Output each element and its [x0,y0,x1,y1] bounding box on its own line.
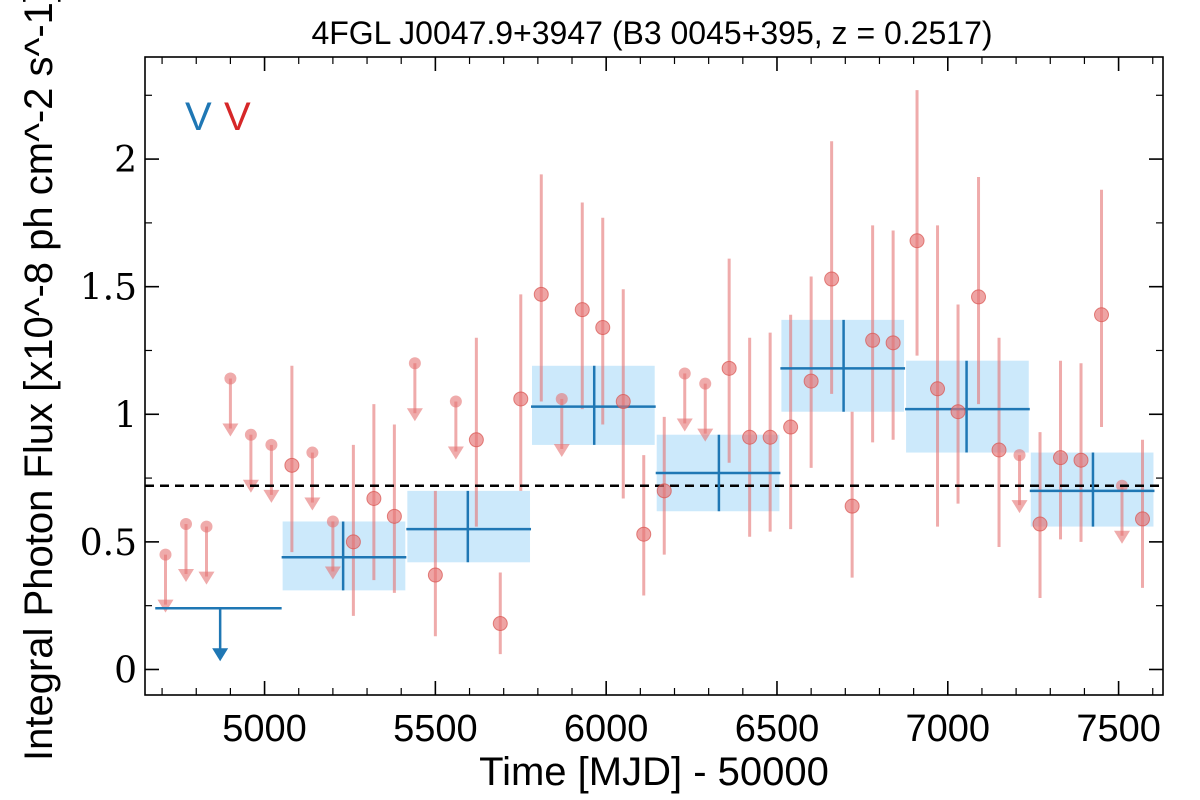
red-data-point-11 [615,394,631,410]
red-data-point-20 [844,498,860,514]
red-data-point-27 [991,442,1007,458]
red-upper-limit-arrow-13 [1011,500,1028,514]
y-tick-label-0: 0 [114,650,137,691]
red-data-point-19 [824,271,840,287]
red-upper-limit-arrow-1 [177,569,194,583]
red-upper-limit-arrow-0 [157,599,174,613]
y-tick-label-4: 2 [114,140,137,181]
red-data-point-0 [284,457,300,473]
red-data-point-25 [950,404,966,420]
red-data-point-14 [721,360,737,376]
red-upper-limit-arrow-14 [1114,530,1131,544]
red-data-point-22 [885,335,901,351]
red-upper-limit-arrow-5 [263,489,280,503]
red-data-point-4 [427,567,443,583]
x-axis-title: Time [MJD] - 50000 [479,750,829,794]
red-data-point-13 [656,483,672,499]
legend: V V [185,95,251,139]
red-data-point-16 [762,429,778,445]
red-data-point-9 [574,302,590,318]
red-data-point-21 [865,332,881,348]
x-tick-label-5: 7500 [1076,708,1161,750]
red-data-point-8 [533,286,549,302]
x-tick-label-0: 5000 [222,708,307,750]
plot-frame [144,56,1164,696]
x-tick-label-3: 6500 [735,708,820,750]
red-data-point-29 [1053,450,1069,466]
red-data-point-3 [386,508,402,524]
x-tick-label-1: 5500 [393,708,478,750]
y-tick-label-3: 1.5 [80,268,137,309]
red-data-point-26 [971,289,987,305]
red-upper-limit-arrow-12 [697,428,714,442]
y-tick-label-2: 1 [114,395,137,436]
red-data-point-5 [468,432,484,448]
red-data-point-28 [1032,516,1048,532]
red-upper-limit-arrow-11 [676,418,693,432]
red-data-point-1 [345,534,361,550]
red-data-point-7 [513,391,529,407]
y-tick-label-1: 0.5 [80,523,137,564]
red-upper-limit-arrow-2 [198,571,215,585]
red-upper-limit-arrow-6 [304,497,321,511]
chart-title: 4FGL J0047.9+3947 (B3 0045+395, z = 0.25… [311,15,992,51]
plot-area [145,90,1163,662]
legend-label-red: V [224,95,251,139]
red-data-point-6 [492,616,508,632]
red-data-point-17 [783,419,799,435]
red-data-point-30 [1073,452,1089,468]
red-data-point-12 [636,526,652,542]
red-data-point-2 [366,490,382,506]
x-tick-label-2: 6000 [564,708,649,750]
x-tick-label-4: 7000 [906,708,991,750]
red-upper-limit-arrow-3 [222,423,239,437]
red-upper-limit-arrow-8 [406,408,423,422]
blue-upper-limit-arrow-0 [212,648,229,662]
red-data-point-24 [930,381,946,397]
y-axis-title: Integral Photon Flux [x10^-8 ph cm^-2 s^… [17,0,61,761]
red-data-point-32 [1135,511,1151,527]
red-data-point-31 [1094,307,1110,323]
red-data-point-18 [803,373,819,389]
red-upper-limit-arrow-9 [447,446,464,460]
red-upper-limit-arrow-10 [553,443,570,457]
red-upper-limit-arrow-7 [324,566,341,580]
axes: 5000 5500 6000 6500 7000 7500 0 0.5 1 1.5 2 [80,57,1163,750]
red-data-point-15 [742,429,758,445]
legend-label-blue: V [185,95,212,139]
red-data-point-23 [909,233,925,249]
red-data-point-10 [595,320,611,336]
